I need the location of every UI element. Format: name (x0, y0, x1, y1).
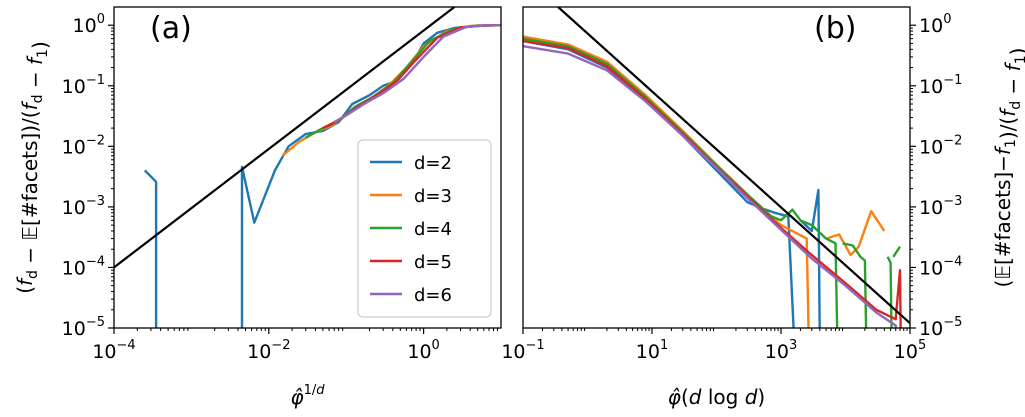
y-tick-label: 10−2 (919, 133, 962, 158)
minor-ticks (111, 27, 498, 331)
series-line-d6 (333, 24, 501, 124)
series-line-d3 (523, 35, 886, 328)
x-tick-label: 101 (636, 338, 668, 363)
x-axis-label: φ̂1/d (290, 383, 325, 409)
panel-label: (a) (150, 11, 192, 46)
minor-ticks (541, 27, 913, 331)
y-tick-label: 10−3 (62, 194, 105, 219)
y-axis-label: (𝔼[#facets]−f1)/(fd − f1) (991, 48, 1025, 288)
legend-label: d=2 (414, 153, 452, 174)
x-tick-label: 10−4 (92, 338, 135, 363)
y-tick-label: 100 (919, 12, 951, 37)
y-axis-label: (fd − 𝔼[#facets])/(fd − f1) (13, 41, 52, 294)
series-line-d2 (523, 39, 821, 328)
y-tick-label: 100 (73, 12, 105, 37)
series-group (523, 7, 910, 328)
reference-line (557, 7, 910, 325)
y-tick-label: 10−5 (919, 315, 962, 340)
x-tick-label: 105 (894, 338, 926, 363)
axes-frame (522, 6, 911, 329)
axes-frame (113, 6, 502, 329)
legend-label: d=3 (414, 186, 452, 207)
series-line-d4 (523, 37, 901, 328)
x-tick-label: 10−2 (247, 338, 290, 363)
x-tick-label: 103 (765, 338, 797, 363)
y-tick-label: 10−5 (62, 315, 105, 340)
y-tick-label: 10−3 (919, 194, 962, 219)
series-line-d3 (281, 24, 501, 157)
y-tick-label: 10−4 (62, 254, 105, 279)
y-tick-label: 10−4 (919, 254, 962, 279)
legend-label: d=4 (414, 219, 452, 240)
legend: d=2 d=3 d=4 d=5 d=6 (357, 139, 492, 318)
y-tick-label: 10−1 (62, 73, 105, 98)
series-line-d2 (143, 24, 501, 328)
series-group (114, 7, 501, 328)
y-tick-label: 10−1 (919, 73, 962, 98)
x-axis-label: φ̂(d log d) (668, 385, 765, 409)
legend-box (357, 139, 492, 318)
x-tick-label: 10−1 (501, 338, 544, 363)
panel-label: (b) (814, 11, 856, 46)
legend-label: d=5 (414, 252, 452, 273)
legend-label: d=6 (414, 285, 452, 306)
series-line-d5 (523, 39, 902, 328)
y-tick-label: 10−2 (62, 133, 105, 158)
x-tick-label: 100 (407, 338, 439, 363)
series-line-d6 (523, 45, 898, 328)
reference-line (114, 7, 456, 269)
